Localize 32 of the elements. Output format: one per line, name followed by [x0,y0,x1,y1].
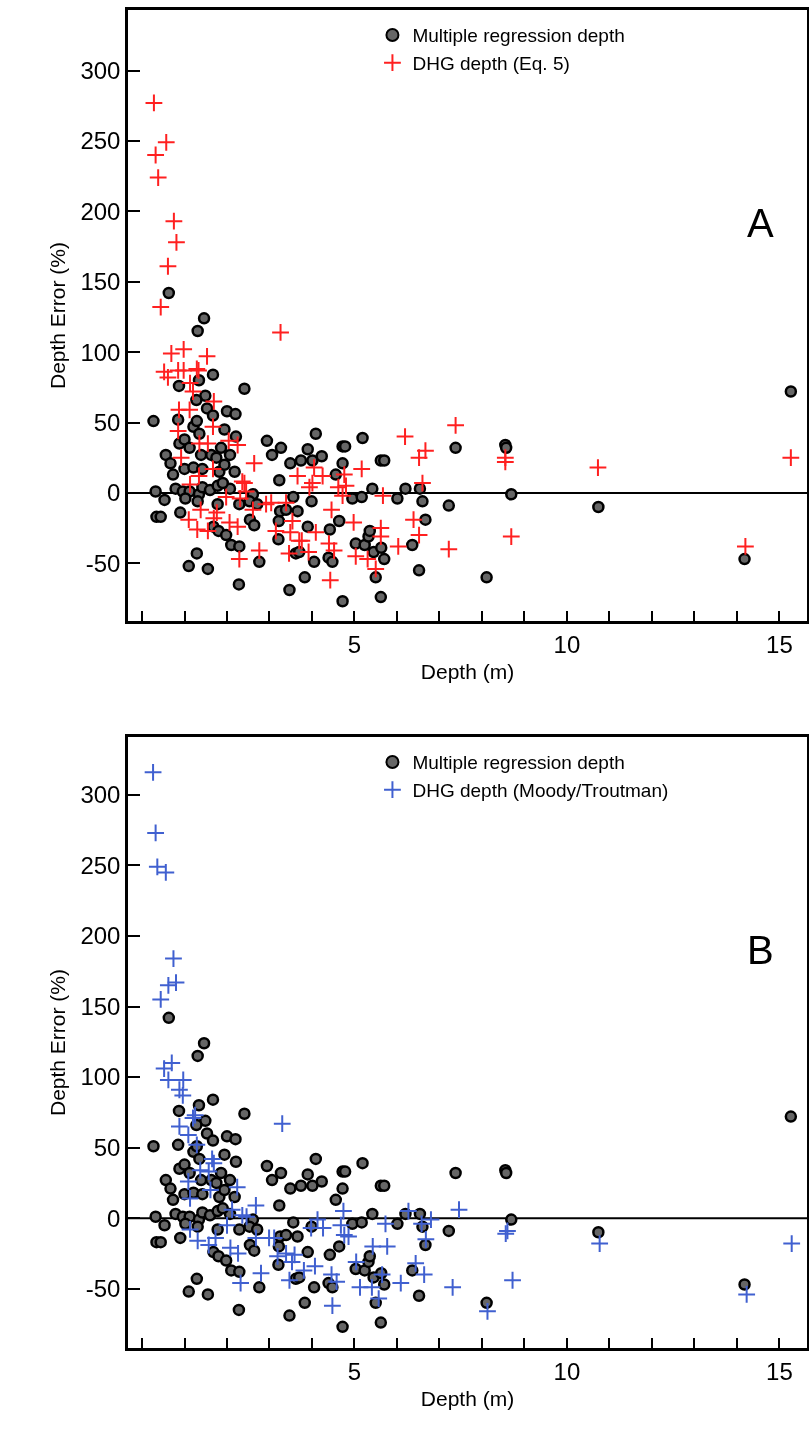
x-tick-label: 5 [347,630,362,658]
y-tick-label: 200 [80,197,121,225]
x-axis-title: Depth (m) [420,659,515,683]
y-tick-label: -50 [85,1275,121,1303]
y-tick-label: -50 [85,549,121,577]
y-tick-label: 100 [80,338,121,366]
x-tick-label: 15 [766,1357,793,1385]
y-tick-label: 50 [93,1134,121,1162]
y-tick-label: 100 [80,1063,121,1091]
x-tick-label: 10 [553,630,581,658]
x-tick-label: 5 [347,1357,362,1385]
y-tick-label: 150 [80,992,121,1020]
y-axis-title: Depth Error (%) [45,241,69,390]
legend-label: DHG depth (Moody/Troutman) [412,780,669,802]
y-tick-label: 150 [80,268,121,296]
legend-label: DHG depth (Eq. 5) [412,53,570,75]
annotation: B [747,928,774,972]
y-tick-label: 300 [80,56,121,84]
y-axis-title: Depth Error (%) [45,968,69,1117]
x-tick-label: 15 [766,630,793,658]
legend-label: Multiple regression depth [412,25,625,47]
y-tick-label: 50 [93,408,121,436]
x-axis-title: Depth (m) [420,1386,515,1410]
y-tick-label: 250 [80,851,121,879]
annotation: A [747,201,774,245]
y-tick-label: 300 [80,781,121,809]
y-tick-label: 200 [80,922,121,950]
x-tick-label: 10 [553,1357,581,1385]
legend-label: Multiple regression depth [412,752,625,774]
y-tick-label: 0 [107,479,121,507]
y-tick-label: 0 [107,1204,121,1232]
y-tick-label: 250 [80,127,121,155]
